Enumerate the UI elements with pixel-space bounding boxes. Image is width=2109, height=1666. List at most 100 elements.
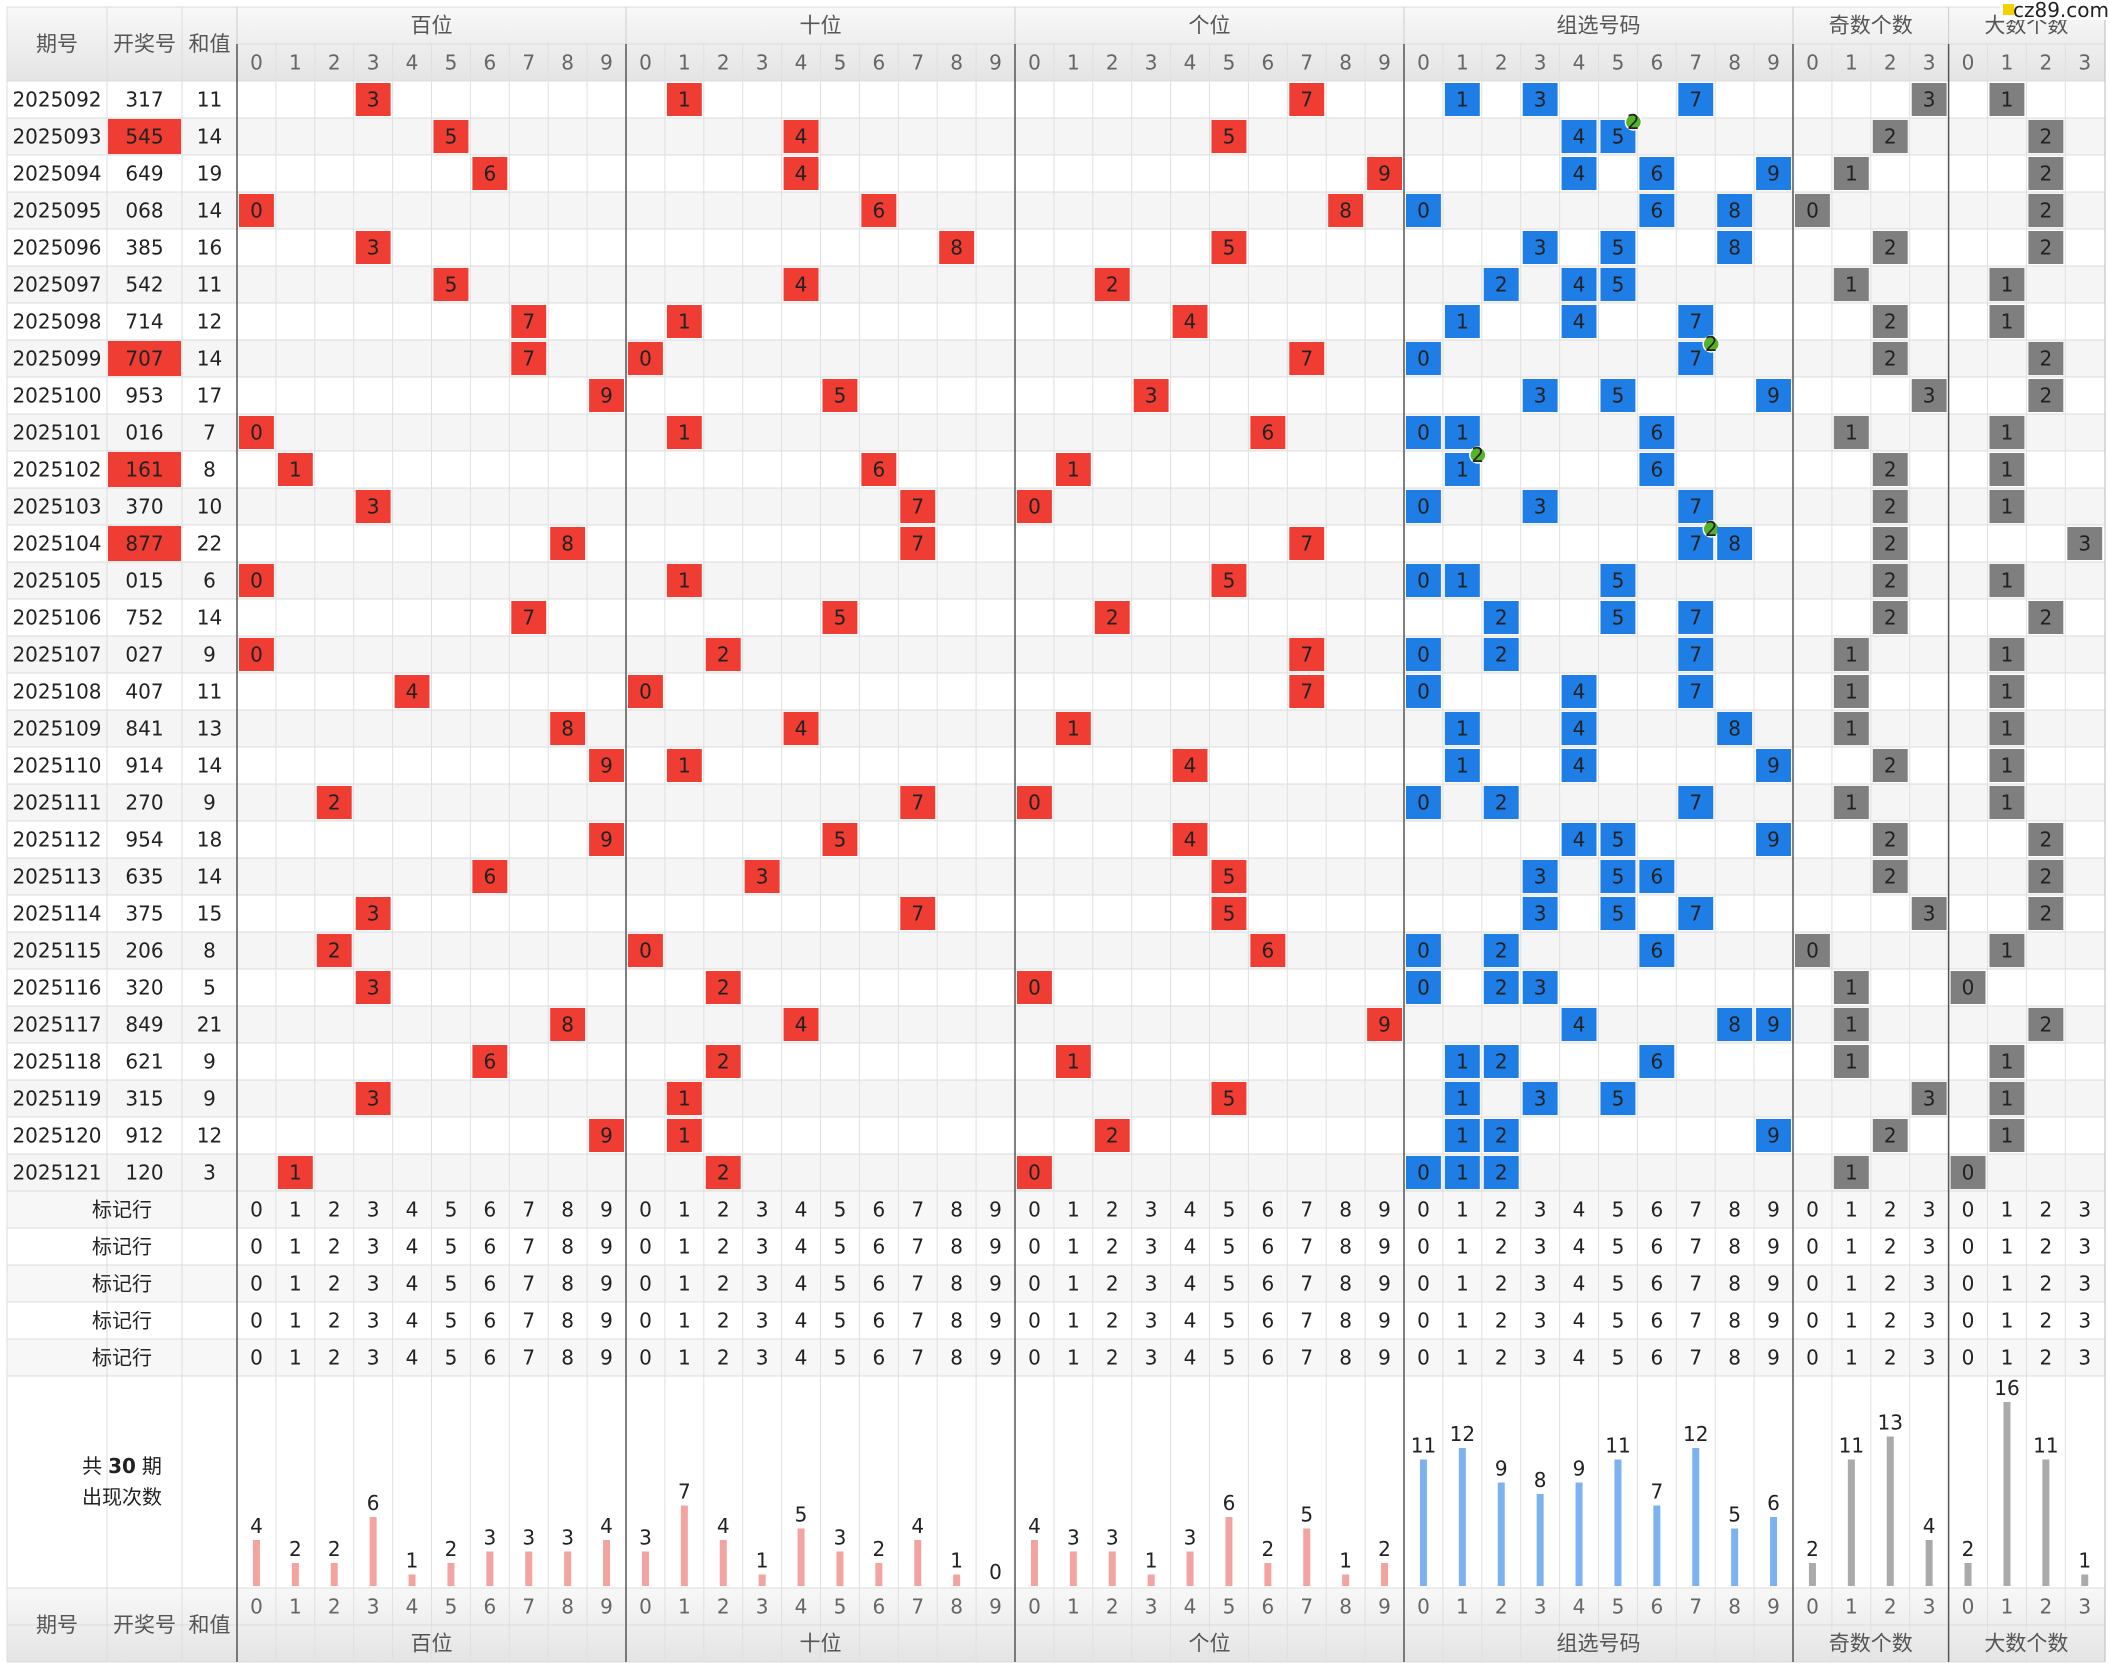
hit-digit: 8 <box>561 717 574 741</box>
draw-number: 635 <box>125 865 163 889</box>
hit-cell <box>1406 675 1441 708</box>
hit-digit: 5 <box>1612 606 1625 630</box>
marker-digit: 0 <box>1028 1309 1041 1333</box>
hit-digit: 4 <box>1573 754 1586 778</box>
hit-digit: 6 <box>483 865 496 889</box>
marker-digit: 0 <box>250 1309 263 1333</box>
hit-digit: 2 <box>1495 273 1508 297</box>
hit-digit: 9 <box>600 828 613 852</box>
hit-digit: 4 <box>1184 754 1197 778</box>
hit-digit: 5 <box>1223 865 1236 889</box>
count-label: 8 <box>1534 1468 1547 1492</box>
hit-cell <box>1094 1119 1130 1152</box>
hit-cell <box>900 786 936 819</box>
hit-digit: 0 <box>250 643 263 667</box>
hit-digit: 3 <box>367 976 380 1000</box>
marker-digit: 4 <box>1573 1235 1586 1259</box>
hit-digit: 2 <box>1884 606 1897 630</box>
hit-digit: 4 <box>1184 828 1197 852</box>
hit-digit: 8 <box>1728 199 1741 223</box>
marker-digit: 2 <box>717 1346 730 1370</box>
issue: 2025119 <box>12 1087 101 1111</box>
count-bar <box>758 1574 766 1586</box>
hit-digit: 7 <box>522 310 535 334</box>
hit-cell <box>1561 305 1597 338</box>
hit-digit: 7 <box>911 791 924 815</box>
count-label: 6 <box>1223 1491 1236 1515</box>
marker-digit: 3 <box>2078 1198 2091 1222</box>
sum: 14 <box>197 199 222 223</box>
hit-digit: 1 <box>1845 1013 1858 1037</box>
hit-cell <box>1756 749 1791 782</box>
digit-header: 8 <box>1728 51 1741 75</box>
issue: 2025116 <box>12 976 101 1000</box>
marker-digit: 3 <box>2078 1346 2091 1370</box>
hit-cell <box>1211 897 1247 930</box>
hit-digit: 1 <box>1845 162 1858 186</box>
hit-cell <box>1678 786 1714 819</box>
count-bar <box>875 1563 883 1586</box>
marker-digit: 3 <box>756 1198 769 1222</box>
hit-digit: 5 <box>445 125 458 149</box>
marker-label: 标记行 <box>92 1272 152 1296</box>
sum: 9 <box>203 1050 216 1074</box>
hit-cell <box>1406 934 1441 967</box>
column-header: 和值 <box>189 32 231 56</box>
marker-digit: 3 <box>367 1272 380 1296</box>
sum: 9 <box>203 643 216 667</box>
digit-header: 7 <box>1689 51 1702 75</box>
hit-digit: 1 <box>289 458 302 482</box>
marker-digit: 8 <box>1728 1309 1741 1333</box>
count-label: 6 <box>1767 1491 1780 1515</box>
draw-number: 385 <box>125 236 163 260</box>
hit-cell <box>1522 231 1558 264</box>
marker-digit: 1 <box>2001 1198 2014 1222</box>
hit-digit: 1 <box>1067 717 1080 741</box>
digit-footer: 0 <box>1417 1595 1430 1619</box>
marker-digit: 0 <box>639 1235 652 1259</box>
digit-header: 3 <box>367 51 380 75</box>
hit-cell <box>1989 564 2025 597</box>
hit-digit: 2 <box>717 1161 730 1185</box>
hit-digit: 5 <box>445 273 458 297</box>
marker-digit: 6 <box>1650 1272 1663 1296</box>
marker-digit: 2 <box>1495 1235 1508 1259</box>
digit-header: 1 <box>1456 51 1469 75</box>
digit-footer: 8 <box>1728 1595 1741 1619</box>
hit-digit: 0 <box>1417 495 1430 519</box>
issue: 2025110 <box>12 754 101 778</box>
hit-digit: 5 <box>1223 1087 1236 1111</box>
digit-footer: 1 <box>1067 1595 1080 1619</box>
hit-cell <box>1289 527 1325 560</box>
hit-cell <box>1717 712 1753 745</box>
hit-cell <box>1055 712 1091 745</box>
summary-caption: 出现次数 <box>82 1485 162 1509</box>
draw-number: 315 <box>125 1087 163 1111</box>
marker-digit: 6 <box>872 1198 885 1222</box>
marker-digit: 3 <box>1923 1346 1936 1370</box>
hit-cell <box>1600 860 1636 893</box>
hit-digit: 4 <box>1573 273 1586 297</box>
digit-footer: 3 <box>1145 1595 1158 1619</box>
marker-digit: 0 <box>639 1309 652 1333</box>
digit-footer: 9 <box>989 1595 1002 1619</box>
digit-header: 4 <box>1184 51 1197 75</box>
hit-digit: 7 <box>1689 606 1702 630</box>
draw-number: 407 <box>125 680 163 704</box>
digit-footer: 3 <box>2078 1595 2091 1619</box>
hit-digit: 3 <box>367 495 380 519</box>
count-bar <box>252 1540 260 1586</box>
hit-cell <box>355 897 391 930</box>
hit-digit: 7 <box>1689 902 1702 926</box>
hit-digit: 1 <box>1456 458 1469 482</box>
marker-digit: 4 <box>406 1309 419 1333</box>
hit-digit: 0 <box>1417 569 1430 593</box>
hit-cell <box>1444 83 1480 116</box>
hit-cell <box>472 860 508 893</box>
sum: 11 <box>197 273 222 297</box>
digit-footer: 1 <box>1456 1595 1469 1619</box>
hit-cell <box>1795 194 1830 227</box>
digit-footer: 6 <box>483 1595 496 1619</box>
hit-digit: 1 <box>2001 791 2014 815</box>
marker-digit: 5 <box>1612 1346 1625 1370</box>
